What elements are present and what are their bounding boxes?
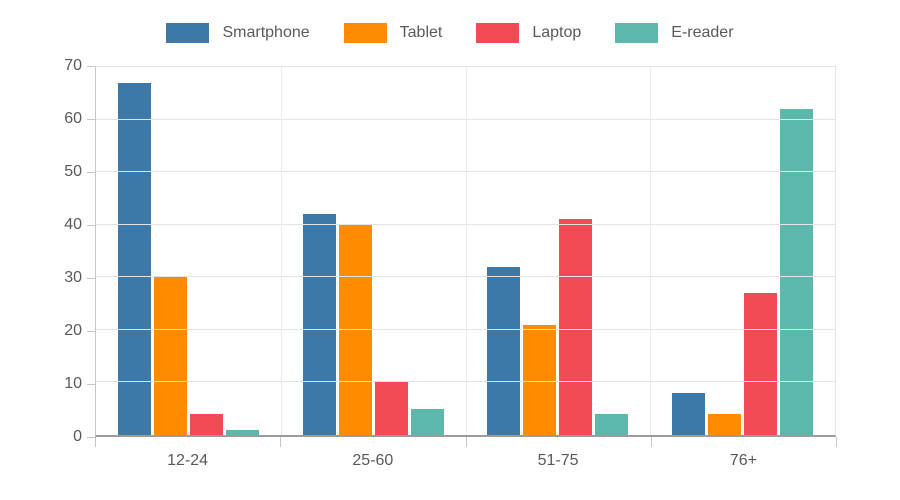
bar-e-reader-76+ [780,109,814,435]
y-tick-label: 0 [73,428,82,445]
bar-laptop-51-75 [559,219,593,435]
bar-group-76+ [650,67,835,435]
chart-legend: Smartphone Tablet Laptop E-reader [0,22,900,44]
y-tick-label: 50 [64,163,82,180]
y-tick-mark [87,225,95,226]
x-tick-mark [95,437,96,447]
x-tick-mark [280,437,282,447]
bar-e-reader-12-24 [225,429,259,435]
bar-smartphone-51-75 [487,266,521,435]
bar-group-12-24 [96,67,281,435]
y-tick-mark [87,384,95,385]
v-gridline [280,67,282,435]
x-tick-mark [836,437,837,447]
bar-group-25-60 [281,67,466,435]
legend-item-laptop: Laptop [476,23,581,43]
bar-e-reader-51-75 [595,413,629,435]
bar-group-51-75 [466,67,651,435]
y-tick-label: 70 [64,57,82,74]
bar-tablet-76+ [708,413,742,435]
bar-tablet-51-75 [523,324,557,435]
bar-laptop-25-60 [374,382,408,435]
legend-item-tablet: Tablet [343,23,443,43]
v-gridline [465,67,467,435]
y-tick-mark [87,437,95,438]
y-tick-mark [87,172,95,173]
legend-swatch-icon [166,23,210,43]
y-tick-label: 20 [64,322,82,339]
x-tick-mark [465,437,467,447]
x-tick-mark [650,437,652,447]
y-tick-label: 40 [64,216,82,233]
bar-laptop-76+ [744,293,778,435]
v-gridline [650,67,652,435]
bar-smartphone-25-60 [302,214,336,435]
x-category-label: 12-24 [167,452,209,469]
bar-smartphone-12-24 [117,82,151,435]
legend-item-e-reader: E-reader [615,23,734,43]
bar-tablet-25-60 [338,224,372,435]
plot-area [95,66,836,437]
legend-item-smartphone: Smartphone [166,23,310,43]
x-category-label: 25-60 [352,452,394,469]
legend-swatch-icon [615,23,659,43]
legend-label: Smartphone [222,24,310,41]
y-tick-label: 10 [64,375,82,392]
bar-laptop-12-24 [189,413,223,435]
y-tick-mark [87,331,95,332]
y-tick-mark [87,66,95,67]
y-tick-mark [87,119,95,120]
bar-smartphone-76+ [672,392,706,435]
bar-e-reader-25-60 [410,408,444,435]
bar-groups [96,67,835,435]
x-category-label: 51-75 [537,452,579,469]
y-tick-mark [87,278,95,279]
y-tick-label: 60 [64,110,82,127]
legend-label: E-reader [671,24,734,41]
bar-tablet-12-24 [153,277,187,435]
legend-label: Tablet [399,24,443,41]
legend-swatch-icon [476,23,520,43]
legend-swatch-icon [343,23,387,43]
legend-label: Laptop [532,24,582,41]
x-category-label: 76+ [729,452,757,469]
y-tick-label: 30 [64,269,82,286]
